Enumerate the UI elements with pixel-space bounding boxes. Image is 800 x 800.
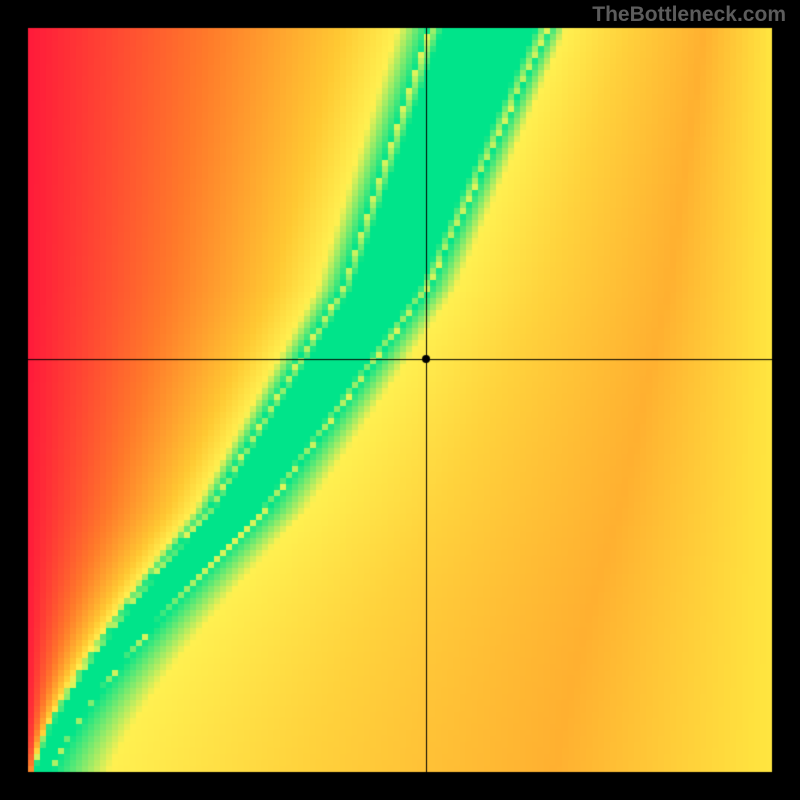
watermark-text: TheBottleneck.com <box>592 3 786 27</box>
heatmap-canvas <box>0 0 800 800</box>
chart-container: TheBottleneck.com <box>0 0 800 800</box>
